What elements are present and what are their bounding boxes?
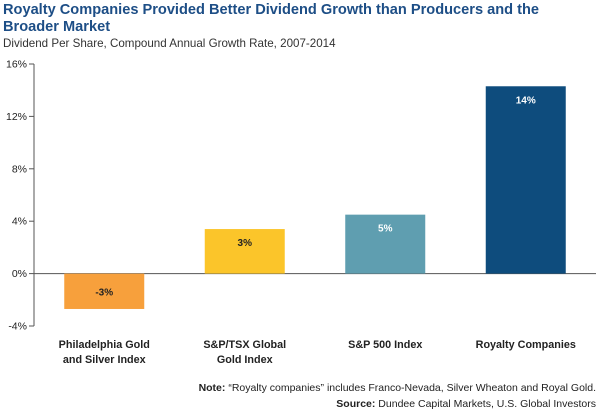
y-tick-label: 0% xyxy=(12,268,27,280)
y-tick-label: 12% xyxy=(6,111,27,123)
y-tick-label: 8% xyxy=(12,163,27,175)
chart-subtitle: Dividend Per Share, Compound Annual Grow… xyxy=(3,37,336,50)
note-label: Note: xyxy=(198,382,226,394)
source-label: Source: xyxy=(336,398,376,410)
source-text: Dundee Capital Markets, U.S. Global Inve… xyxy=(375,398,596,410)
data-label: 14% xyxy=(516,95,536,106)
bar xyxy=(204,229,285,274)
bar xyxy=(345,214,426,274)
source-line: Source: Dundee Capital Markets, U.S. Glo… xyxy=(336,398,596,410)
x-category-label: S&P 500 Index xyxy=(348,339,422,351)
y-tick-label: 4% xyxy=(12,216,27,228)
data-label: 5% xyxy=(378,224,393,235)
y-tick-label: -4% xyxy=(8,321,27,333)
bar xyxy=(485,86,566,274)
bar xyxy=(64,273,145,309)
x-category-label: Gold Index xyxy=(217,354,273,366)
data-label: 3% xyxy=(238,238,253,249)
x-category-label: S&P/TSX Global xyxy=(203,339,286,351)
y-tick-label: 16% xyxy=(6,59,27,71)
chart-title: Royalty Companies Provided Better Divide… xyxy=(3,2,540,35)
x-category-label: Philadelphia Gold xyxy=(59,339,150,351)
footnote: Note: “Royalty companies” includes Franc… xyxy=(199,382,596,394)
data-label: -3% xyxy=(95,287,113,298)
x-category-label: Royalty Companies xyxy=(476,339,576,351)
x-category-label: and Silver Index xyxy=(63,354,146,366)
note-text: “Royalty companies” includes Franco-Neva… xyxy=(225,382,596,394)
